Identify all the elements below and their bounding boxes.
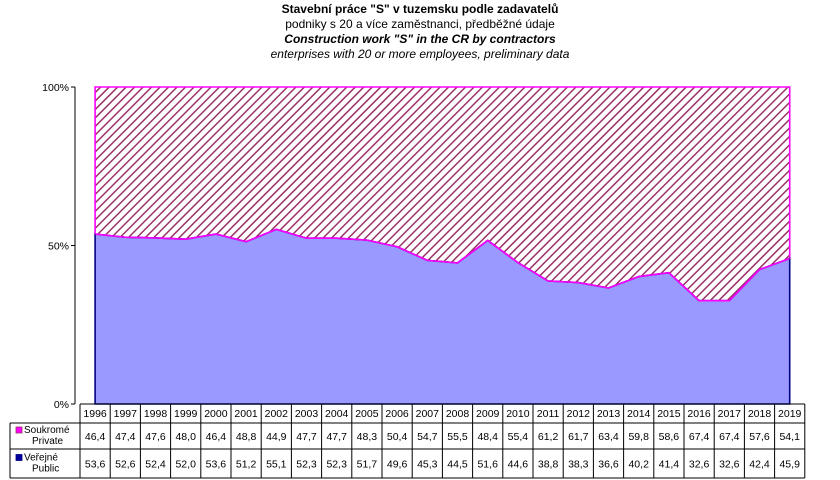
public-data-label: 45,9 — [779, 459, 800, 471]
private-data-label: 46,4 — [206, 431, 227, 443]
category-label: 1999 — [174, 408, 198, 420]
public-data-label: 44,6 — [508, 459, 529, 471]
public-data-label: 32,6 — [689, 459, 710, 471]
public-legend-swatch — [15, 454, 23, 461]
private-data-label: 46,4 — [85, 431, 106, 443]
private-data-label: 48,3 — [357, 431, 378, 443]
public-legend-label-cz: Veřejné — [24, 453, 58, 464]
chart-title-cz: Stavební práce "S" v tuzemsku podle zada… — [281, 2, 559, 16]
private-data-label: 54,7 — [417, 431, 438, 443]
public-data-label: 36,6 — [598, 459, 619, 471]
category-label: 2006 — [385, 408, 409, 420]
private-data-label: 48,8 — [236, 431, 257, 443]
private-data-label: 57,6 — [749, 431, 770, 443]
category-label: 2011 — [537, 408, 560, 420]
private-data-label: 54,1 — [779, 431, 800, 443]
public-data-label: 38,3 — [568, 459, 589, 471]
private-data-label: 47,7 — [326, 431, 347, 443]
category-label: 2002 — [265, 408, 289, 420]
private-data-label: 55,4 — [508, 431, 529, 443]
y-tick-label: 100% — [42, 82, 69, 94]
public-data-label: 51,2 — [236, 459, 257, 471]
category-label: 2016 — [687, 408, 711, 420]
category-label: 1998 — [144, 408, 168, 420]
public-data-label: 51,6 — [477, 459, 498, 471]
category-label: 2008 — [446, 408, 470, 420]
private-data-label: 50,4 — [387, 431, 408, 443]
private-data-label: 58,6 — [659, 431, 680, 443]
category-label: 2019 — [778, 408, 802, 420]
public-data-label: 52,3 — [296, 459, 317, 471]
public-data-label: 53,6 — [85, 459, 106, 471]
private-data-label: 63,4 — [598, 431, 619, 443]
chart-title-en: Construction work "S" in the CR by contr… — [284, 32, 556, 46]
category-label: 2005 — [355, 408, 379, 420]
chart-subtitle-cz: podniky s 20 a více zaměstnanci, předběž… — [285, 17, 555, 31]
public-data-label: 52,0 — [175, 459, 196, 471]
category-label: 1997 — [114, 408, 138, 420]
public-data-label: 45,3 — [417, 459, 438, 471]
private-legend-label-cz: Soukromé — [24, 425, 70, 436]
category-label: 2009 — [476, 408, 500, 420]
private-data-label: 67,4 — [719, 431, 740, 443]
y-tick-label: 0% — [54, 399, 69, 411]
chart-titles: Stavební práce "S" v tuzemsku podle zada… — [0, 2, 840, 62]
private-data-label: 48,0 — [175, 431, 196, 443]
public-data-label: 53,6 — [206, 459, 227, 471]
category-label: 2003 — [295, 408, 319, 420]
public-data-label: 55,1 — [266, 459, 287, 471]
category-label: 2001 — [234, 408, 258, 420]
private-legend-swatch — [15, 426, 23, 434]
public-data-label: 49,6 — [387, 459, 408, 471]
y-tick-label: 50% — [48, 241, 69, 253]
public-legend-label-en: Public — [32, 464, 59, 475]
category-label: 2000 — [204, 408, 228, 420]
private-data-label: 67,4 — [689, 431, 710, 443]
private-data-label: 47,6 — [145, 431, 166, 443]
public-data-label: 41,4 — [659, 459, 680, 471]
public-data-label: 44,5 — [447, 459, 468, 471]
private-data-label: 47,7 — [296, 431, 317, 443]
public-data-label: 52,4 — [145, 459, 166, 471]
category-label: 2012 — [567, 408, 591, 420]
public-data-label: 32,6 — [719, 459, 740, 471]
public-data-label: 52,3 — [326, 459, 347, 471]
category-label: 2018 — [748, 408, 772, 420]
category-label: 2017 — [718, 408, 742, 420]
category-label: 1996 — [83, 408, 107, 420]
category-label: 2007 — [416, 408, 440, 420]
private-data-label: 59,8 — [628, 431, 649, 443]
public-data-label: 40,2 — [628, 459, 649, 471]
category-label: 2013 — [597, 408, 621, 420]
public-data-label: 51,7 — [357, 459, 378, 471]
category-label: 2014 — [627, 408, 651, 420]
private-data-label: 47,4 — [115, 431, 136, 443]
category-label: 2015 — [657, 408, 681, 420]
private-data-label: 44,9 — [266, 431, 287, 443]
category-label: 2010 — [506, 408, 530, 420]
public-data-label: 42,4 — [749, 459, 770, 471]
private-data-label: 61,7 — [568, 431, 589, 443]
public-data-label: 38,8 — [538, 459, 559, 471]
category-label: 2004 — [325, 408, 349, 420]
private-data-label: 55,5 — [447, 431, 468, 443]
private-data-label: 48,4 — [477, 431, 498, 443]
private-legend-label-en: Private — [32, 436, 64, 447]
private-data-label: 61,2 — [538, 431, 559, 443]
public-data-label: 52,6 — [115, 459, 136, 471]
chart-subtitle-en: enterprises with 20 or more employees, p… — [270, 47, 570, 61]
public-private-boundary-line — [95, 228, 790, 302]
